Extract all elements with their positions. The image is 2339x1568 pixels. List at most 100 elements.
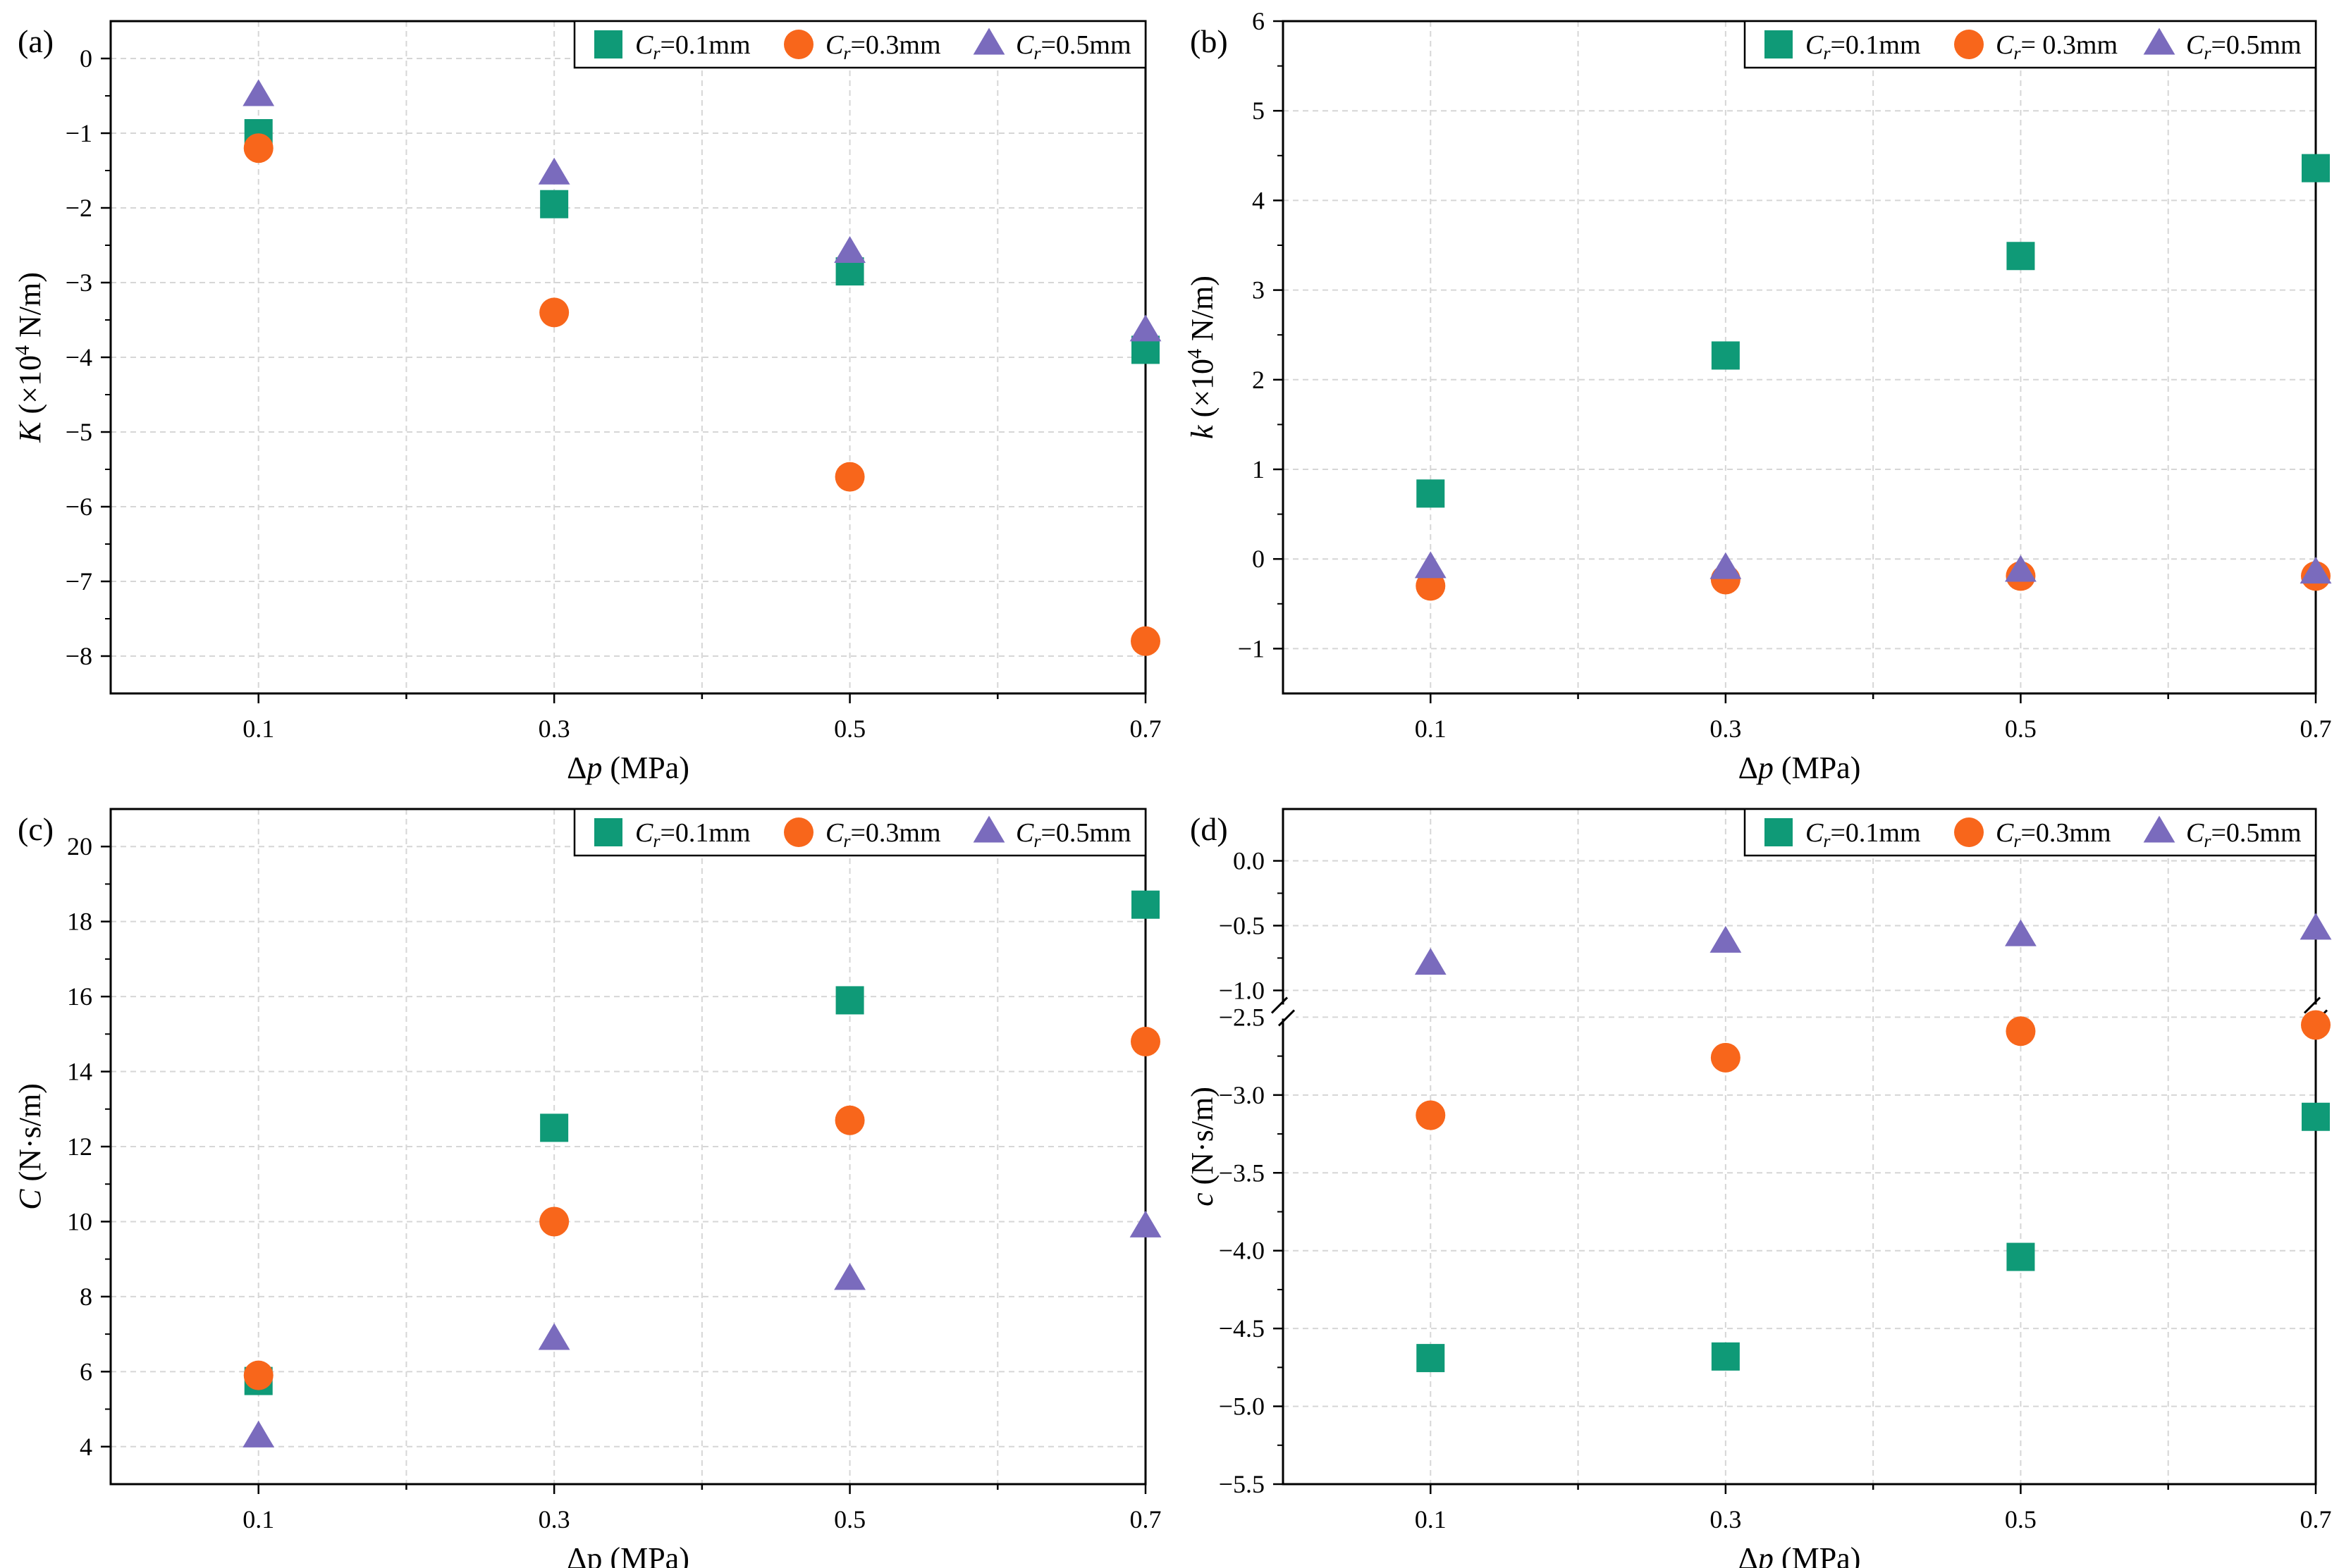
- x-tick-label: 0.3: [539, 715, 570, 743]
- y-axis-title-unit: (×10: [13, 355, 47, 421]
- legend-box: [1743, 808, 2317, 857]
- y-tick-label: 18: [67, 908, 92, 936]
- y-axis-title: k (×104 N/m): [1184, 276, 1220, 439]
- data-point-square: [2302, 154, 2330, 183]
- y-axis-title-var: K: [13, 420, 47, 443]
- y-tick-label: 16: [67, 982, 92, 1011]
- x-tick-label: 0.7: [2300, 715, 2332, 743]
- data-point-circle: [2006, 1016, 2036, 1047]
- data-point-square: [1131, 890, 1160, 919]
- y-axis-title: K (×104 N/m): [12, 272, 47, 443]
- legend-label: Cr=0.3mm: [825, 30, 941, 63]
- legend-label: Cr=0.5mm: [1016, 818, 1131, 851]
- data-point-square: [835, 986, 864, 1015]
- legend-label: Cr=0.5mm: [2186, 818, 2302, 851]
- y-axis-title-unit-end: N/m): [1185, 276, 1220, 349]
- y-tick-label: 12: [67, 1132, 92, 1161]
- plot-frame: [1282, 808, 2317, 1486]
- y-tick-label: 8: [80, 1283, 92, 1311]
- y-tick-label: 20: [67, 832, 92, 860]
- x-tick-label: 0.3: [539, 1505, 570, 1533]
- legend-label: Cr=0.1mm: [635, 30, 751, 63]
- legend-marker-circle: [1954, 30, 1984, 59]
- y-tick-label: −3.5: [1219, 1159, 1265, 1187]
- x-axis-title: Δp (MPa): [1738, 1541, 1861, 1568]
- legend-box: [1743, 20, 2317, 69]
- y-tick-label: −5.0: [1219, 1393, 1265, 1421]
- legend-label-var: C: [1996, 818, 2014, 848]
- data-point-circle: [1131, 1026, 1160, 1056]
- legend-label-sub: r: [1033, 831, 1041, 851]
- legend-label-sub: r: [653, 831, 661, 851]
- series-triangle: [243, 79, 1162, 342]
- legend: Cr=0.1mm Cr=0.3mm Cr=0.5mm: [573, 808, 1147, 857]
- legend: Cr=0.1mm Cr= 0.3mm Cr=0.5mm: [1743, 20, 2317, 69]
- x-tick-label: 0.5: [834, 1505, 866, 1533]
- data-point-square: [1416, 1344, 1445, 1373]
- data-point-triangle: [1129, 314, 1162, 342]
- legend-label: Cr=0.1mm: [1805, 30, 1921, 63]
- y-tick-label: −4.5: [1219, 1314, 1265, 1342]
- data-point-square: [540, 1113, 569, 1142]
- data-point-square: [2302, 1102, 2330, 1131]
- data-point-triangle: [2005, 555, 2037, 582]
- legend-label-rest: =0.5mm: [2211, 30, 2301, 60]
- legend-label-sub: r: [843, 43, 851, 63]
- legend-label-sub: r: [1823, 831, 1831, 851]
- legend-label-rest: =0.3mm: [850, 818, 940, 848]
- legend-label-rest: = 0.3mm: [2020, 30, 2118, 60]
- y-axis-title-var: k: [1185, 424, 1220, 439]
- y-axis-title-unit: (×10: [1185, 359, 1220, 425]
- legend-label: Cr= 0.3mm: [1996, 30, 2118, 63]
- x-tick-label: 0.5: [2005, 715, 2037, 743]
- x-axis-title-main: Δp: [567, 1541, 602, 1568]
- axis-break-mark: [2303, 996, 2321, 1014]
- y-axis-title: c (N·s/m): [1185, 1087, 1220, 1206]
- legend-marker-square: [1764, 818, 1793, 846]
- x-axis-title-unit: (MPa): [1774, 751, 1860, 785]
- y-tick-label: −1: [66, 119, 92, 147]
- data-point-triangle: [1709, 552, 1742, 579]
- series-square: [1416, 1102, 2330, 1373]
- series-triangle: [1414, 913, 2332, 975]
- data-point-square: [1416, 479, 1445, 508]
- legend-marker-circle: [784, 817, 814, 847]
- legend-marker-circle: [1954, 817, 1984, 847]
- y-tick-label: 10: [67, 1207, 92, 1235]
- y-tick-label: 5: [1252, 97, 1265, 125]
- legend-label-sub: r: [1033, 43, 1041, 63]
- y-tick-label: −1: [1238, 634, 1265, 662]
- legend-label: Cr=0.3mm: [1996, 818, 2111, 851]
- legend-label-sub: r: [2204, 831, 2211, 851]
- y-tick-label: 6: [1252, 7, 1265, 35]
- panel-label: (d): [1190, 811, 1228, 847]
- y-axis-title-unit: (N·s/m): [13, 1083, 47, 1189]
- data-point-triangle: [243, 79, 275, 106]
- legend-marker-square: [594, 30, 622, 58]
- x-axis-title-unit: (MPa): [602, 1541, 689, 1568]
- legend-box: [573, 20, 1147, 69]
- legend-label: Cr=0.5mm: [2186, 30, 2302, 63]
- data-point-circle: [243, 133, 274, 163]
- y-tick-label: −1.0: [1219, 976, 1265, 1004]
- legend-label: Cr=0.1mm: [1805, 818, 1921, 851]
- y-axis-title-var: C: [13, 1189, 47, 1210]
- x-axis-title: Δp (MPa): [567, 1541, 689, 1568]
- data-point-circle: [1131, 626, 1160, 656]
- x-tick-label: 0.5: [834, 715, 866, 743]
- y-axis-title-unit-end: N/m): [13, 272, 47, 345]
- x-axis-title-unit: (MPa): [1774, 1541, 1860, 1568]
- legend-label-var: C: [1996, 30, 2014, 60]
- y-tick-label: 6: [80, 1357, 92, 1385]
- legend-marker-triangle: [2143, 815, 2175, 843]
- legend-marker-triangle: [973, 815, 1005, 843]
- data-point-circle: [1710, 1042, 1741, 1073]
- x-tick-label: 0.7: [1130, 715, 1162, 743]
- y-tick-label: −5: [66, 418, 92, 446]
- legend-label-sub: r: [2013, 43, 2021, 63]
- series-triangle: [243, 1210, 1162, 1447]
- y-tick-label: −0.5: [1219, 911, 1265, 939]
- series-circle: [1416, 1010, 2331, 1130]
